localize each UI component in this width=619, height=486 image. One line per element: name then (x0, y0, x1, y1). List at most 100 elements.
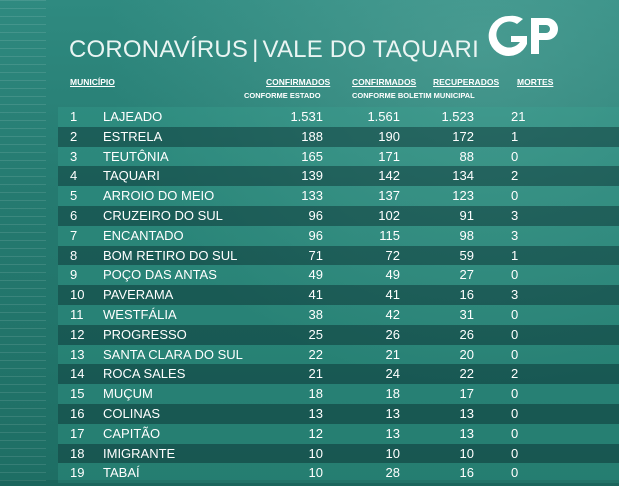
confirmed-state-value: 10 (308, 465, 323, 481)
deaths-value: 0 (511, 425, 519, 441)
table-row: 9 POÇO DAS ANTAS 49 49 27 0 (58, 265, 619, 286)
confirmed-bulletin-value: 102 (378, 207, 400, 223)
row-number: 12 (70, 326, 85, 342)
deaths-value: 0 (511, 445, 519, 461)
municipio-name: BOM RETIRO DO SUL (103, 247, 238, 263)
confirmed-bulletin-value: 26 (385, 326, 400, 342)
row-number: 10 (70, 287, 85, 303)
confirmed-bulletin-value: 24 (385, 366, 400, 382)
recovered-value: 10 (459, 445, 474, 461)
header-confirmados-estado: CONFIRMADOS (266, 77, 331, 87)
row-number: 7 (70, 227, 78, 243)
municipio-name: ESTRELA (103, 128, 163, 144)
confirmed-bulletin-value: 142 (378, 168, 400, 184)
confirmed-state-value: 41 (308, 287, 323, 303)
decorative-lines (0, 0, 46, 486)
confirmed-state-value: 38 (308, 306, 323, 322)
recovered-value: 91 (459, 207, 474, 223)
municipio-name: WESTFÁLIA (103, 306, 177, 322)
table-row: 13 SANTA CLARA DO SUL 22 21 20 0 (58, 344, 619, 365)
table-row: 15 MUÇUM 18 18 17 0 (58, 384, 619, 404)
recovered-value: 13 (459, 405, 474, 421)
confirmed-bulletin-value: 1.561 (367, 109, 400, 124)
row-number: 18 (70, 445, 85, 461)
deaths-value: 1 (511, 247, 519, 263)
confirmed-bulletin-value: 41 (385, 287, 400, 303)
confirmed-state-value: 18 (308, 386, 323, 402)
confirmed-bulletin-value: 13 (385, 405, 400, 421)
municipio-name: PROGRESSO (103, 326, 187, 342)
confirmed-bulletin-value: 42 (385, 306, 400, 322)
row-number: 15 (70, 386, 85, 402)
table-row: 18 IMIGRANTE 10 10 10 0 (58, 443, 619, 464)
row-number: 2 (70, 128, 78, 144)
deaths-value: 1 (511, 128, 519, 144)
deaths-value: 0 (511, 465, 519, 481)
recovered-value: 172 (452, 128, 474, 144)
row-number: 16 (70, 405, 85, 421)
confirmed-state-value: 139 (301, 168, 323, 184)
municipio-name: TEUTÔNIA (103, 148, 169, 164)
confirmed-bulletin-value: 28 (385, 465, 400, 481)
confirmed-state-value: 165 (301, 148, 323, 164)
confirmed-bulletin-value: 137 (378, 188, 400, 204)
row-number: 4 (70, 168, 78, 184)
recovered-value: 13 (459, 425, 474, 441)
bottom-edge (0, 480, 619, 486)
recovered-value: 1.523 (441, 109, 474, 124)
deaths-value: 0 (511, 346, 519, 362)
confirmed-state-value: 12 (308, 425, 323, 441)
confirmed-bulletin-value: 21 (385, 346, 400, 362)
municipio-name: POÇO DAS ANTAS (103, 267, 217, 283)
title-part2: VALE DO TAQUARI (262, 36, 479, 63)
row-number: 13 (70, 346, 85, 362)
confirmed-state-value: 22 (308, 346, 323, 362)
municipio-name: ROCA SALES (103, 366, 186, 382)
confirmed-bulletin-value: 18 (385, 386, 400, 402)
municipio-name: ENCANTADO (103, 227, 184, 243)
recovered-value: 134 (452, 168, 474, 184)
recovered-value: 31 (459, 306, 474, 322)
table-row: 4 TAQUARI 139 142 134 2 (58, 166, 619, 187)
confirmed-state-value: 188 (301, 128, 323, 144)
confirmed-state-value: 96 (308, 227, 323, 243)
recovered-value: 59 (459, 247, 474, 263)
recovered-value: 27 (459, 267, 474, 283)
confirmed-state-value: 49 (308, 267, 323, 283)
confirmed-bulletin-value: 190 (378, 128, 400, 144)
row-number: 19 (70, 465, 85, 481)
row-number: 6 (70, 207, 78, 223)
municipio-name: CAPITÃO (103, 425, 161, 441)
row-number: 1 (70, 109, 78, 124)
municipio-name: ARROIO DO MEIO (103, 188, 215, 204)
title-part1: CORONAVÍRUS (69, 36, 249, 63)
confirmed-state-value: 13 (308, 405, 323, 421)
confirmed-state-value: 133 (301, 188, 323, 204)
table-row: 11 WESTFÁLIA 38 42 31 0 (58, 304, 619, 325)
municipio-name: IMIGRANTE (103, 445, 176, 461)
confirmed-state-value: 21 (308, 366, 323, 382)
confirmed-bulletin-value: 171 (378, 148, 400, 164)
recovered-value: 16 (459, 465, 474, 481)
table-row: 10 PAVERAMA 41 41 16 3 (58, 285, 619, 305)
header-confirmados-boletim: CONFIRMADOS (352, 77, 417, 87)
header-mortes: MORTES (517, 77, 554, 87)
confirmed-state-value: 25 (308, 326, 323, 342)
deaths-value: 3 (511, 287, 519, 303)
confirmed-state-value: 10 (308, 445, 323, 461)
table-row: 3 TEUTÔNIA 165 171 88 0 (58, 146, 619, 167)
municipio-name: LAJEADO (103, 109, 163, 124)
confirmed-state-value: 71 (308, 247, 323, 263)
table-row: 14 ROCA SALES 21 24 22 2 (58, 364, 619, 385)
deaths-value: 2 (511, 168, 519, 184)
municipio-name: SANTA CLARA DO SUL (103, 346, 243, 362)
table-row: 2 ESTRELA 188 190 172 1 (58, 126, 619, 147)
confirmed-bulletin-value: 10 (385, 445, 400, 461)
recovered-value: 26 (459, 326, 474, 342)
cases-table: 1 LAJEADO 1.531 1.561 1.523 21 2 ESTRELA 188 190 1… (58, 107, 619, 484)
municipio-name: PAVERAMA (103, 287, 174, 303)
municipio-name: CRUZEIRO DO SUL (103, 207, 223, 223)
municipio-name: TABAÍ (103, 465, 140, 481)
deaths-value: 21 (511, 109, 526, 124)
confirmed-bulletin-value: 13 (385, 425, 400, 441)
